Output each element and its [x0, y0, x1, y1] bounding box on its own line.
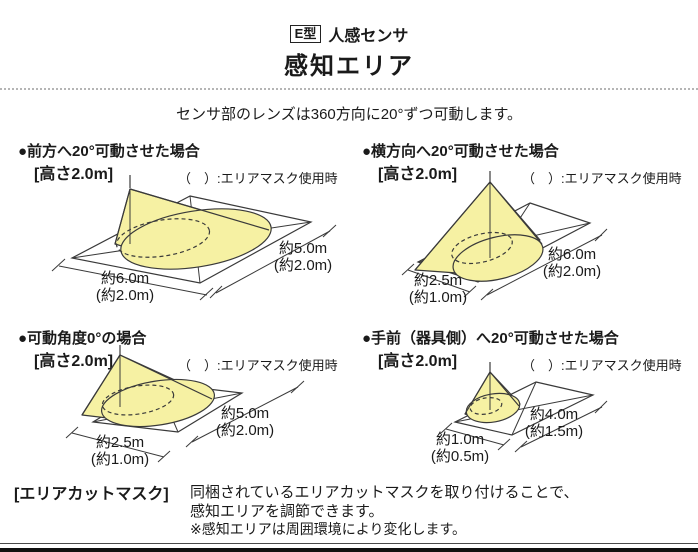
- dimension-label-right: 約4.0m (約1.5m): [509, 406, 599, 440]
- footer-description-line1: 同梱されているエリアカットマスクを取り付けることで、: [190, 484, 579, 501]
- dimension-line-right: [486, 234, 603, 296]
- area-cut-mask-label: [エリアカットマスク]: [14, 486, 169, 503]
- panel-heading: ●前方へ20°可動させた場合: [18, 143, 200, 160]
- bottom-rule: [0, 543, 698, 544]
- area-mask-note: （ ）:エリアマスク使用時: [178, 358, 338, 373]
- dimension-value-masked: (約0.5m): [430, 448, 490, 465]
- panel-heading: ●横方向へ20°可動させた場合: [362, 143, 559, 160]
- dimension-value: 約2.5m: [95, 434, 145, 451]
- area-mask-note: （ ）:エリアマスク使用時: [178, 171, 338, 186]
- detection-area-diagram: [65, 345, 305, 463]
- dimension-line-left: [445, 428, 505, 446]
- dimension-label-right: 約5.0m (約2.0m): [200, 405, 290, 439]
- footer-caution-note: ※感知エリアは周囲環境により変化します。: [190, 521, 467, 537]
- area-mask-note: （ ）:エリアマスク使用時: [522, 358, 682, 373]
- dimension-label-left: 約2.5m (約1.0m): [75, 434, 165, 468]
- dotted-separator: [0, 88, 698, 90]
- panel-forward-20deg: ●前方へ20°可動させた場合 [高さ2.0m] （ ）:エリアマスク使用時 約5…: [18, 140, 354, 327]
- dimension-label-left: 約2.5m (約1.0m): [393, 272, 483, 306]
- masked-area-ellipse: [469, 397, 503, 415]
- detection-area-diagram: [439, 362, 608, 453]
- type-badge: E型: [289, 25, 322, 43]
- dimension-line-left: [58, 265, 208, 296]
- footer-description-line2: 感知エリアを調節できます。: [190, 503, 384, 520]
- height-label: [高さ2.0m]: [34, 353, 114, 370]
- dimension-value: 約6.0m: [547, 246, 597, 263]
- dimension-label-right: 約6.0m (約2.0m): [527, 246, 617, 280]
- dimension-value: 約6.0m: [100, 270, 150, 287]
- dimension-value-masked: (約2.0m): [215, 422, 275, 439]
- page-title: 感知エリア: [284, 53, 414, 80]
- area-mask-note: （ ）:エリアマスク使用時: [522, 171, 682, 186]
- dimension-value-masked: (約2.0m): [273, 257, 333, 274]
- dimension-value: 約1.0m: [435, 431, 485, 448]
- dimension-value: 約4.0m: [529, 406, 579, 423]
- height-label: [高さ2.0m]: [34, 166, 114, 183]
- detection-area-base: [452, 234, 544, 282]
- dimension-value-masked: (約2.0m): [95, 287, 155, 304]
- dimension-line-right: [191, 386, 299, 443]
- dimension-value-masked: (約1.5m): [524, 423, 584, 440]
- bottom-bar: [0, 548, 698, 552]
- panel-heading: ●手前（器具側）へ20°可動させた場合: [362, 330, 619, 347]
- header: E型 人感センサ: [0, 22, 698, 46]
- height-label: [高さ2.0m]: [378, 166, 458, 183]
- masked-area-ellipse: [115, 218, 211, 258]
- dimension-label-left: 約1.0m (約0.5m): [415, 431, 505, 465]
- dimension-value-masked: (約1.0m): [90, 451, 150, 468]
- detection-area-diagram: [51, 175, 337, 301]
- dimension-value: 約2.5m: [413, 272, 463, 289]
- dimension-value-masked: (約2.0m): [542, 263, 602, 280]
- height-label: [高さ2.0m]: [378, 353, 458, 370]
- panel-heading: ●可動角度0°の場合: [18, 330, 147, 347]
- masked-area-ellipse: [451, 231, 513, 265]
- dimension-value-masked: (約1.0m): [408, 289, 468, 306]
- dimension-line-left: [71, 432, 165, 458]
- panel-0deg: ●可動角度0°の場合 [高さ2.0m] （ ）:エリアマスク使用時 約5.0m …: [18, 327, 354, 514]
- dimension-value: 約5.0m: [278, 240, 328, 257]
- product-label: 人感センサ: [328, 28, 409, 45]
- page-description: センサ部のレンズは360方向に20°ずつ可動します。: [176, 106, 522, 123]
- dimension-line-right: [215, 230, 331, 294]
- detection-area-diagram: [401, 171, 608, 301]
- masked-area-ellipse: [101, 384, 175, 416]
- dimension-line-right: [520, 406, 603, 448]
- dimension-value: 約5.0m: [220, 405, 270, 422]
- panel-nearside-20deg: ●手前（器具側）へ20°可動させた場合 [高さ2.0m] （ ）:エリアマスク使…: [362, 327, 698, 514]
- dimension-label-right: 約5.0m (約2.0m): [258, 240, 348, 274]
- dimension-label-left: 約6.0m (約2.0m): [80, 270, 170, 304]
- panel-sideways-20deg: ●横方向へ20°可動させた場合 [高さ2.0m] （ ）:エリアマスク使用時 約…: [362, 140, 698, 327]
- dimension-line-left: [407, 269, 471, 293]
